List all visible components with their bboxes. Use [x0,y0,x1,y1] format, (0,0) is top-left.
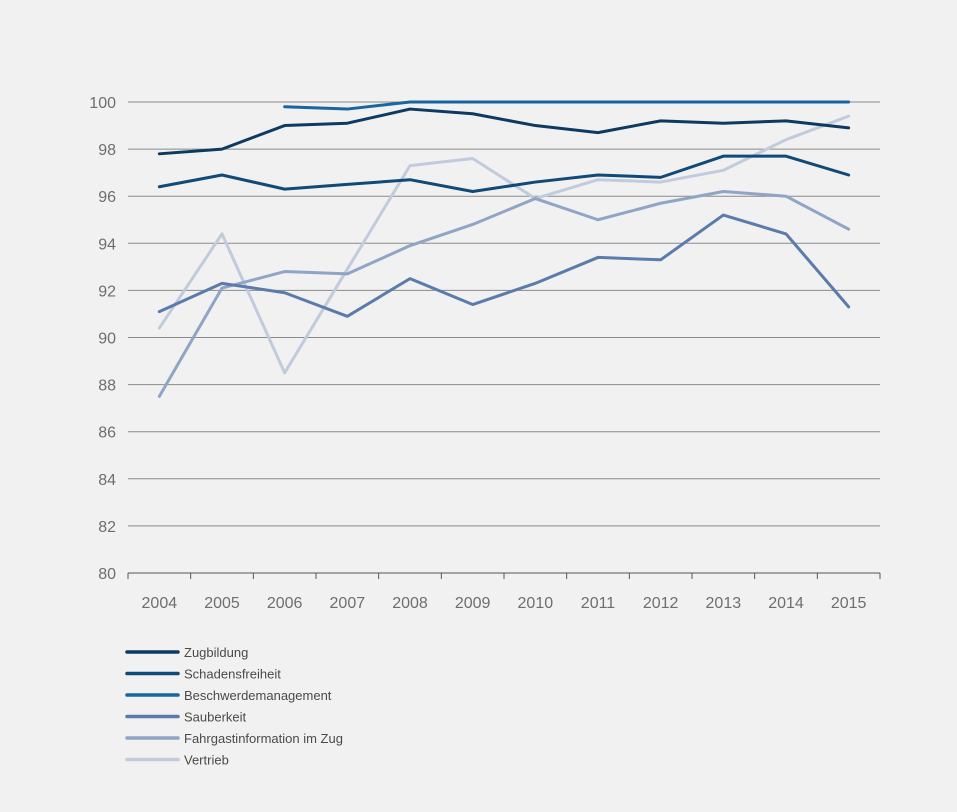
legend-label: Beschwerdemanagement [184,688,332,703]
legend-label: Fahrgastinformation im Zug [184,731,343,746]
series-line-schadensfreiheit [157,154,851,193]
x-tick-label: 2010 [518,595,554,612]
legend-label: Vertrieb [184,753,229,768]
x-tick-label: 2008 [392,595,428,612]
series-line-vertrieb [157,114,851,375]
y-tick-label: 92 [98,283,116,300]
x-tick-label: 2009 [455,595,491,612]
y-tick-label: 84 [98,472,116,489]
x-tick-label: 2005 [204,595,240,612]
series-lines [157,100,851,398]
y-tick-label: 82 [98,519,116,536]
x-tick-label: 2014 [768,595,804,612]
y-axis-tick-labels: 80 82 84 86 88 90 92 94 96 98 100 [89,95,116,583]
series-line-beschwerdemanagement [283,100,851,111]
y-tick-label: 88 [98,378,116,395]
series-line-zugbildung [157,107,851,156]
x-axis-tick-labels: 2004 2005 2006 2007 2008 2009 2010 2011 2012 2013… [142,595,867,612]
legend-label: Sauberkeit [184,710,247,725]
y-tick-label: 86 [98,425,116,442]
y-tick-label: 96 [98,189,116,206]
legend-label: Zugbildung [184,645,248,660]
x-tick-label: 2015 [831,595,867,612]
x-tick-label: 2012 [643,595,679,612]
y-tick-label: 80 [98,566,116,583]
legend: Zugbildung Schadensfreiheit Beschwerdemana… [125,645,343,768]
gridlines [128,101,880,527]
x-axis [127,572,881,579]
series-line-fahrgastinformation-im-zug [157,189,851,398]
x-tick-label: 2006 [267,595,303,612]
x-tick-label: 2011 [581,595,616,612]
y-tick-label: 98 [98,142,116,159]
y-tick-label: 94 [98,236,116,253]
y-tick-label: 90 [98,331,116,348]
legend-label: Schadensfreiheit [184,667,281,682]
x-tick-label: 2013 [706,595,742,612]
x-tick-label: 2004 [142,595,178,612]
series-line-sauberkeit [157,213,851,318]
y-tick-label: 100 [89,95,116,112]
x-tick-label: 2007 [330,595,366,612]
